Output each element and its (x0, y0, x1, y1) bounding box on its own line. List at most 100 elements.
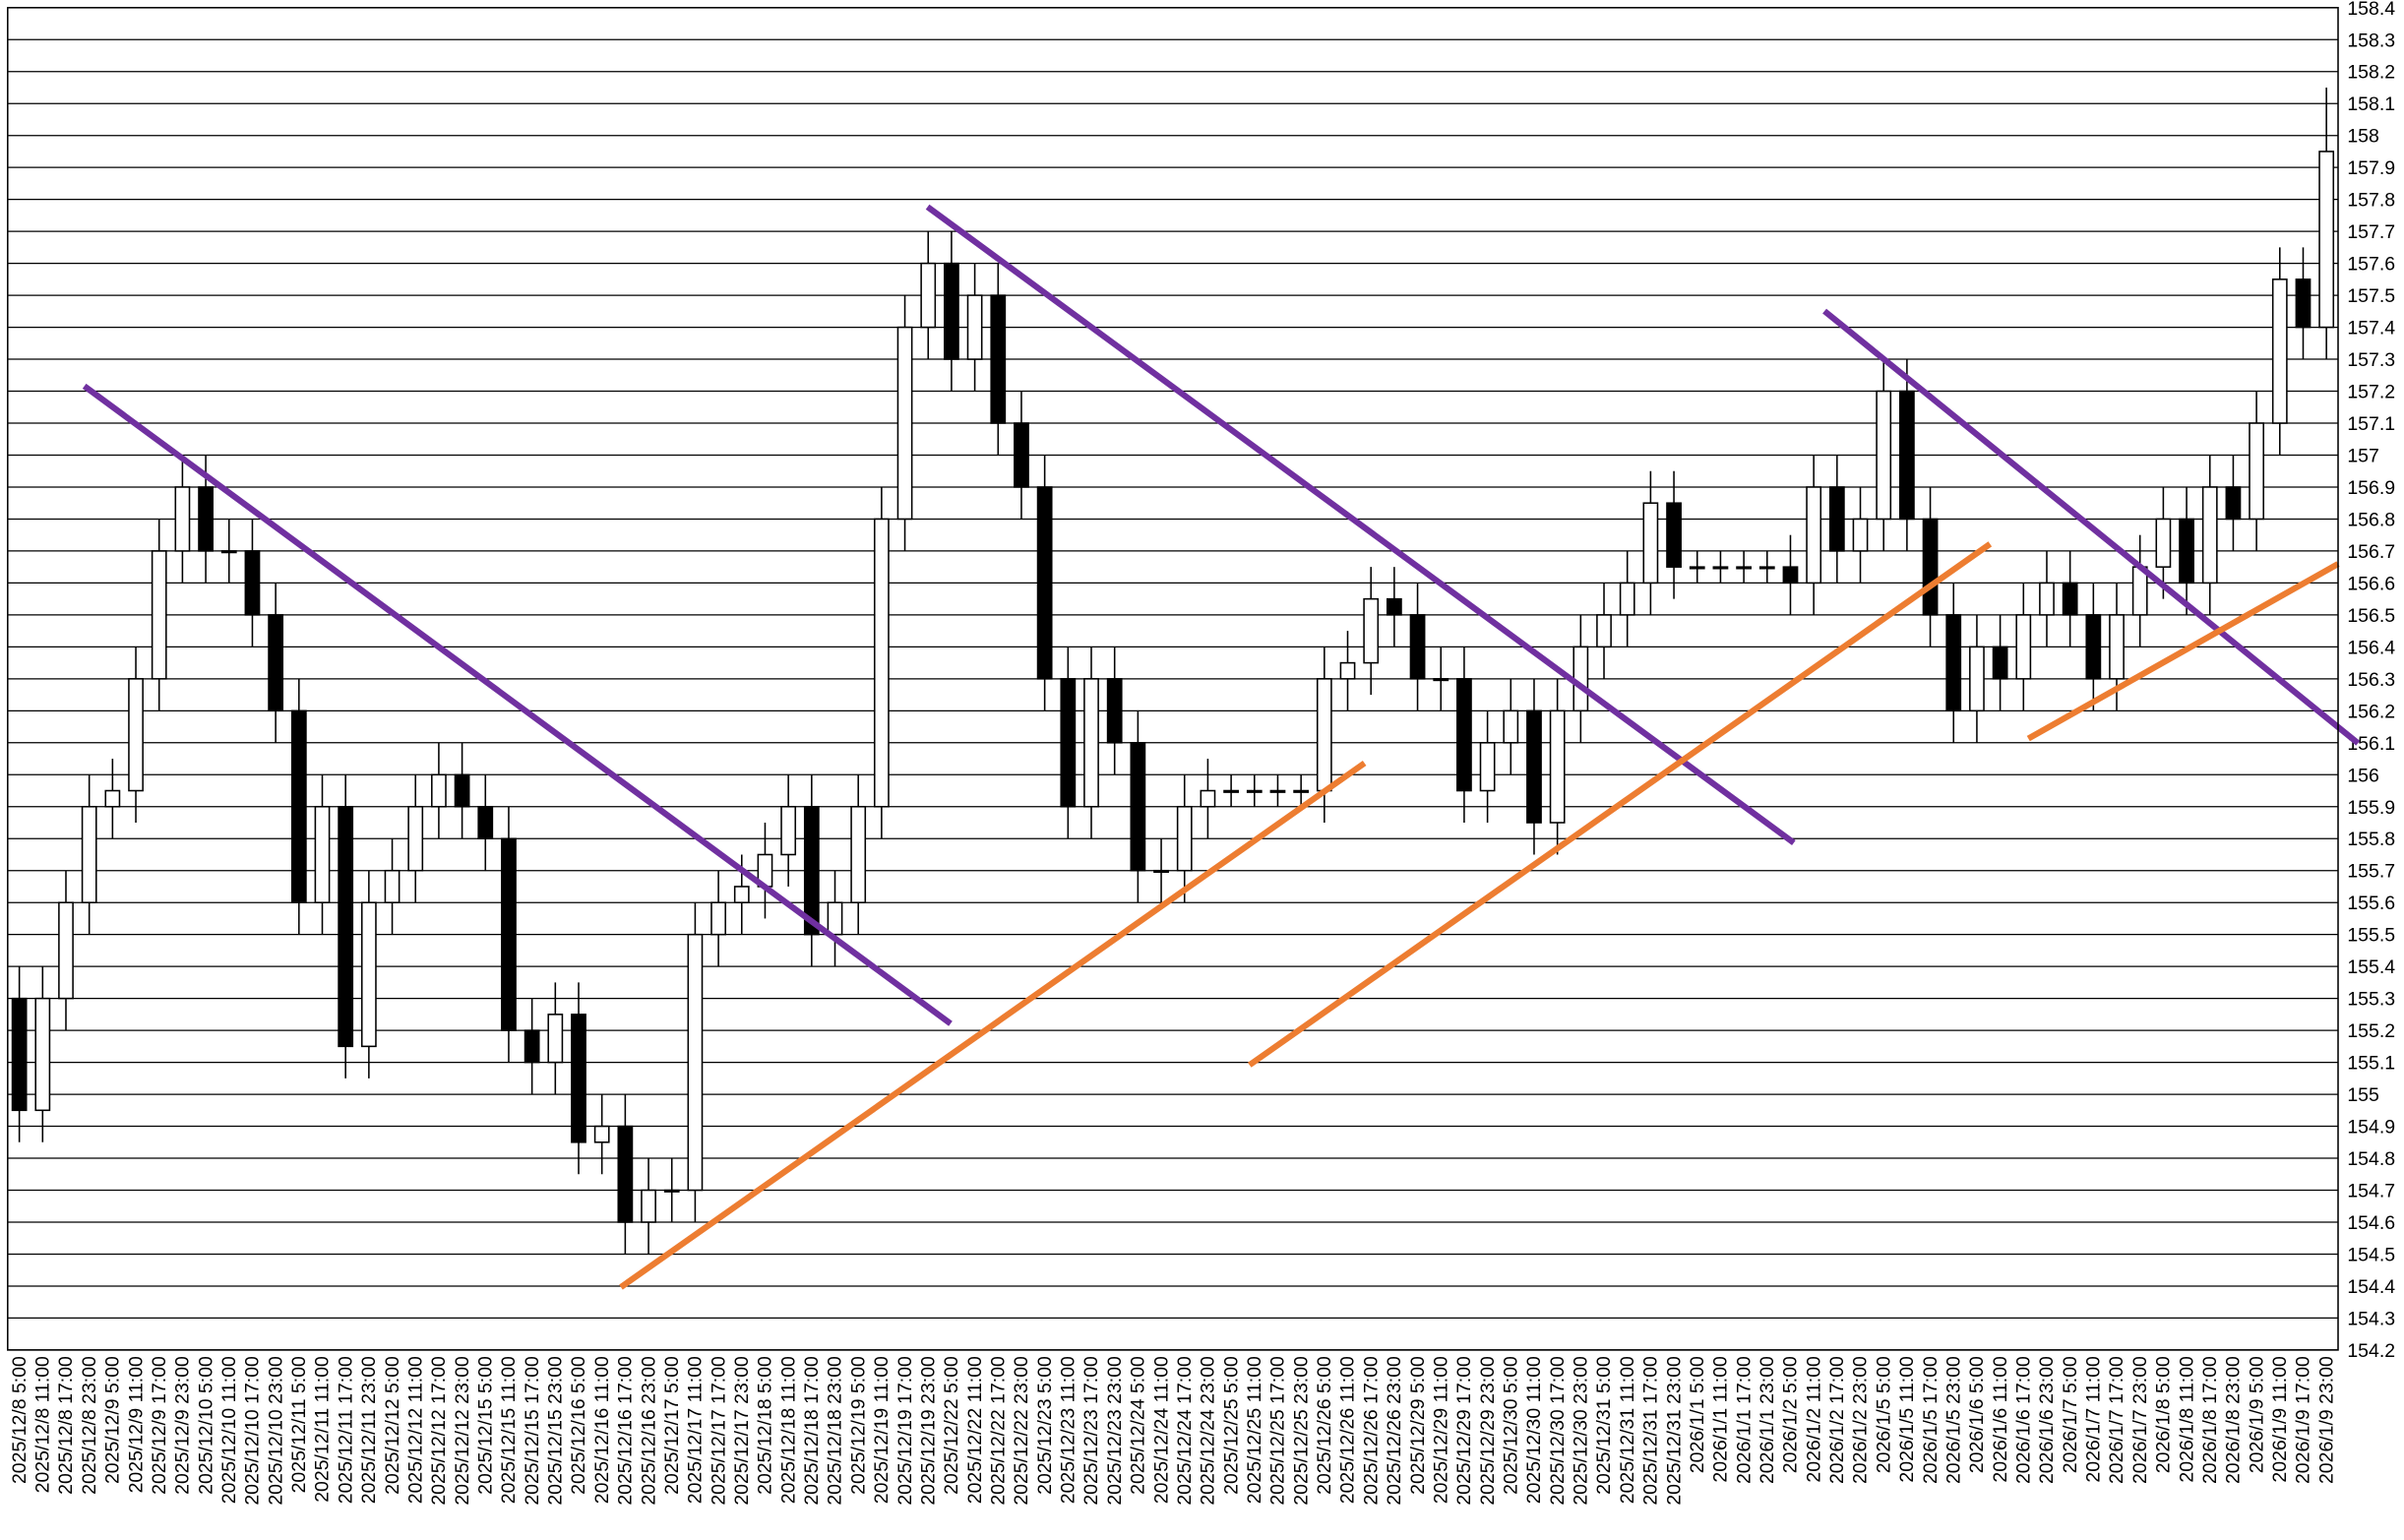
x-tick-label: 2025/12/18 5:00 (755, 1356, 776, 1495)
x-tick-label: 2026/1/1 5:00 (1687, 1356, 1708, 1473)
trend-line (619, 760, 1367, 1290)
y-tick-label: 155.4 (2347, 956, 2395, 978)
x-tick-label: 2026/1/9 23:00 (2315, 1356, 2337, 1484)
candle-body (2318, 151, 2335, 329)
x-tick-label: 2025/12/18 11:00 (777, 1356, 799, 1504)
trend-line (1822, 308, 2361, 746)
y-tick-label: 156.5 (2347, 605, 2395, 627)
x-tick-label: 2026/1/8 17:00 (2199, 1356, 2221, 1484)
x-tick-label: 2025/12/12 17:00 (428, 1356, 450, 1506)
x-tick-label: 2025/12/17 11:00 (685, 1356, 707, 1504)
candle-body (2271, 278, 2288, 424)
candle-body (827, 901, 843, 936)
candle-body (1806, 486, 1822, 585)
y-tick-label: 156 (2347, 765, 2378, 786)
x-tick-label: 2025/12/23 23:00 (1104, 1356, 1126, 1506)
y-tick-label: 157.4 (2347, 318, 2395, 339)
candle-body (1036, 486, 1053, 680)
candle-body (571, 1014, 586, 1143)
x-tick-label: 2026/1/6 5:00 (1966, 1356, 1988, 1473)
trend-line (925, 204, 1796, 845)
candle-body (1316, 678, 1332, 792)
candle-body (1269, 789, 1286, 793)
x-tick-label: 2025/12/30 11:00 (1523, 1356, 1545, 1504)
y-tick-label: 155.3 (2347, 989, 2395, 1011)
candle-body (524, 1029, 540, 1064)
candle-body (617, 1125, 634, 1223)
plot-border (7, 7, 2339, 1351)
x-tick-label: 2026/1/7 17:00 (2106, 1356, 2127, 1484)
x-tick-label: 2026/1/5 11:00 (1896, 1356, 1918, 1483)
candle-body (2062, 582, 2078, 616)
x-tick-label: 2025/12/24 5:00 (1128, 1356, 1149, 1495)
candle-body (314, 805, 331, 903)
candle-body (1666, 502, 1682, 568)
candle-body (1456, 678, 1472, 792)
x-tick-label: 2025/12/25 11:00 (1244, 1356, 1265, 1504)
candle-body (2039, 582, 2055, 616)
candle-body (1712, 566, 1729, 570)
y-tick-label: 157.8 (2347, 190, 2395, 212)
candle-body (1223, 789, 1239, 793)
x-tick-label: 2026/1/9 5:00 (2246, 1356, 2267, 1473)
x-tick-label: 2025/12/18 23:00 (825, 1356, 846, 1506)
candle-body (501, 837, 517, 1031)
x-tick-label: 2026/1/1 17:00 (1733, 1356, 1755, 1484)
candle-body (1969, 646, 1985, 712)
y-tick-label: 157.3 (2347, 349, 2395, 371)
x-tick-label: 2025/12/9 17:00 (149, 1356, 170, 1495)
candle-body (710, 901, 726, 936)
candle-body (663, 1189, 680, 1193)
y-tick-label: 157.9 (2347, 157, 2395, 179)
x-tick-label: 2026/1/8 5:00 (2153, 1356, 2175, 1473)
x-tick-label: 2025/12/9 5:00 (102, 1356, 124, 1484)
x-tick-label: 2025/12/29 5:00 (1407, 1356, 1429, 1495)
y-tick-label: 158.1 (2347, 93, 2395, 115)
y-tick-label: 158.2 (2347, 62, 2395, 84)
candle-body (11, 997, 28, 1112)
candle-body (1246, 789, 1263, 793)
x-tick-label: 2026/1/6 17:00 (2013, 1356, 2035, 1484)
candle-body (1758, 566, 1775, 570)
x-tick-label: 2025/12/9 23:00 (172, 1356, 194, 1495)
x-tick-label: 2026/1/6 23:00 (2036, 1356, 2058, 1484)
x-tick-label: 2025/12/10 11:00 (218, 1356, 240, 1504)
y-tick-label: 155.9 (2347, 797, 2395, 819)
x-tick-label: 2025/12/15 23:00 (545, 1356, 567, 1506)
candle-body (1106, 678, 1123, 744)
candle-body (1014, 422, 1029, 488)
candle-body (1689, 566, 1705, 570)
x-tick-label: 2025/12/8 17:00 (55, 1356, 77, 1495)
x-tick-label: 2025/12/25 23:00 (1290, 1356, 1312, 1506)
candle-body (944, 262, 959, 360)
candle-body (1945, 614, 1962, 712)
candle-body (407, 805, 424, 872)
x-tick-label: 2026/1/5 17:00 (1920, 1356, 1942, 1484)
candle-body (431, 773, 447, 808)
candle-body (1549, 709, 1566, 824)
x-tick-label: 2025/12/19 23:00 (917, 1356, 939, 1506)
y-tick-label: 154.7 (2347, 1181, 2395, 1202)
candle-body (338, 805, 354, 1048)
candle-body (1386, 597, 1402, 616)
candle-body (687, 933, 704, 1192)
y-tick-label: 158.3 (2347, 30, 2395, 51)
x-tick-label: 2026/1/8 11:00 (2176, 1356, 2197, 1483)
candle-body (2295, 278, 2312, 329)
y-tick-label: 156.7 (2347, 541, 2395, 563)
candle-body (920, 262, 937, 329)
x-tick-label: 2025/12/25 17:00 (1267, 1356, 1289, 1506)
x-tick-label: 2025/12/24 23:00 (1198, 1356, 1219, 1506)
x-tick-label: 2026/1/7 11:00 (2083, 1356, 2105, 1483)
candle-body (1596, 614, 1612, 648)
y-tick-label: 154.6 (2347, 1212, 2395, 1234)
candle-body (1736, 566, 1752, 570)
trend-line (1248, 541, 1993, 1068)
y-tick-label: 154.3 (2347, 1308, 2395, 1329)
x-tick-label: 2025/12/12 23:00 (452, 1356, 473, 1506)
candle-body (1828, 486, 1845, 552)
x-tick-label: 2025/12/24 17:00 (1174, 1356, 1196, 1506)
candle-body (477, 805, 494, 840)
y-tick-label: 155.2 (2347, 1020, 2395, 1042)
x-tick-label: 2026/1/1 23:00 (1757, 1356, 1778, 1484)
